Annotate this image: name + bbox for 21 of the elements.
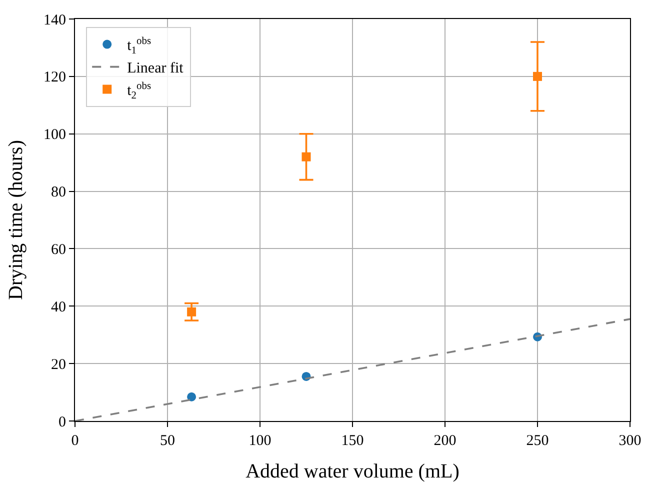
x-tick-label: 0	[71, 433, 79, 449]
x-tick-label: 200	[434, 433, 456, 449]
y-tick-label: 40	[51, 299, 66, 316]
x-tick-label: 250	[526, 433, 549, 449]
point	[533, 72, 542, 81]
y-tick-label: 120	[44, 70, 66, 86]
y-tick-label: 60	[51, 242, 66, 258]
legend-label: Linear fit	[127, 60, 184, 77]
y-tick-label: 100	[44, 127, 66, 144]
x-tick-label: 50	[160, 433, 175, 449]
point	[302, 152, 311, 162]
y-tick-label: 0	[58, 414, 66, 430]
y-tick-label: 20	[51, 356, 66, 373]
y-axis-title: Drying time (hours)	[5, 140, 27, 300]
y-tick-label: 140	[44, 12, 66, 28]
x-tick-label: 100	[248, 433, 272, 449]
y-tick-label: 80	[51, 184, 66, 201]
x-tick-label: 150	[341, 433, 364, 449]
point	[187, 392, 196, 402]
x-axis-title: Added water volume (mL)	[246, 460, 460, 482]
x-tick-label: 300	[618, 433, 642, 449]
